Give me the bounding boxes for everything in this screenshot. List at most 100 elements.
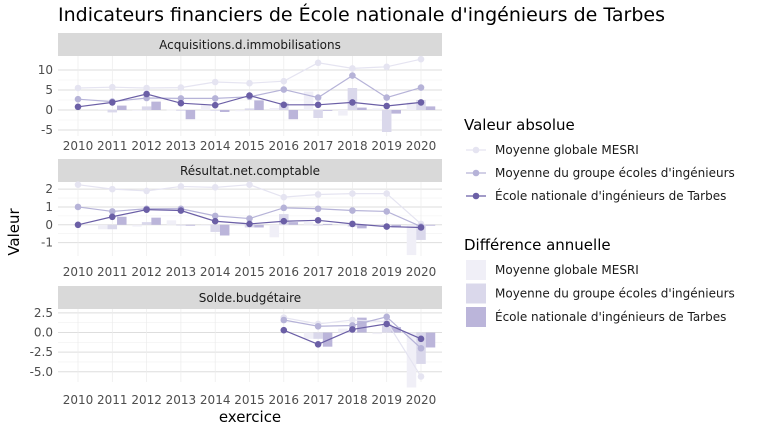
legend-bar-title: Différence annuelle xyxy=(464,236,611,254)
facet-strip xyxy=(58,33,442,56)
x-tick-label: 2016 xyxy=(269,393,300,407)
series-point-2 xyxy=(314,205,322,213)
series-point-1 xyxy=(314,59,322,67)
diff-bar-3 xyxy=(391,327,401,333)
y-tick-label: -5 xyxy=(41,123,53,137)
series-point-1 xyxy=(383,63,391,71)
series-point-3 xyxy=(246,92,253,99)
series-point-1 xyxy=(417,55,425,63)
diff-bar-1 xyxy=(132,110,142,111)
y-axis-label: Valeur xyxy=(5,207,23,255)
diff-bar-1 xyxy=(372,332,382,335)
diff-bar-3 xyxy=(391,110,401,114)
x-tick-label: 2012 xyxy=(131,393,162,407)
series-point-3 xyxy=(280,217,288,225)
x-tick-label: 2017 xyxy=(303,393,334,407)
diff-bar-1 xyxy=(338,110,348,116)
series-point-2 xyxy=(246,215,253,222)
series-point-3 xyxy=(383,320,391,328)
chart-title: Indicateurs financiers de École national… xyxy=(58,3,665,26)
facet-strip-label: Solde.budgétaire xyxy=(199,291,301,305)
series-point-2 xyxy=(314,94,322,101)
series-point-2 xyxy=(280,204,288,212)
diff-bar-1 xyxy=(200,224,211,226)
series-point-1 xyxy=(177,183,185,190)
x-tick-label: 2011 xyxy=(97,139,128,153)
diff-bar-1 xyxy=(372,224,382,226)
series-point-2 xyxy=(211,95,219,102)
series-point-3 xyxy=(109,213,116,221)
series-point-3 xyxy=(349,99,356,106)
series-point-3 xyxy=(143,206,150,213)
series-point-3 xyxy=(417,99,425,106)
legend-line-label-1: Moyenne globale MESRI xyxy=(495,143,639,157)
x-tick-label: 2020 xyxy=(406,393,437,407)
diff-bar-1 xyxy=(98,109,108,110)
legend-bar-key-2 xyxy=(466,283,486,304)
diff-bar-2 xyxy=(244,108,255,110)
diff-bar-1 xyxy=(132,224,142,227)
series-point-3 xyxy=(74,103,82,111)
series-point-1 xyxy=(314,191,322,198)
series-point-1 xyxy=(280,77,288,85)
x-tick-label: 2016 xyxy=(269,265,300,279)
legend-line-label-2: Moyenne du groupe écoles d'ingénieurs xyxy=(495,166,735,180)
diff-bar-2 xyxy=(416,224,426,240)
series-point-2 xyxy=(280,86,288,93)
panel-1: Acquisitions.d.immobilisations -5 0 5 10 2010… xyxy=(38,33,442,153)
panel-2: Résultat.net.comptable -1 0 1 2 2010 2011 2012 2… xyxy=(41,159,442,279)
x-tick-label: 2013 xyxy=(166,393,197,407)
series-point-1 xyxy=(383,190,391,197)
series-point-3 xyxy=(383,223,391,230)
x-tick-label: 2019 xyxy=(371,393,402,407)
diff-bar-2 xyxy=(176,110,186,111)
diff-bar-3 xyxy=(425,332,436,348)
series-point-3 xyxy=(211,101,219,109)
diff-bar-3 xyxy=(219,224,230,236)
series-point-3 xyxy=(177,207,185,214)
diff-bar-3 xyxy=(185,110,196,120)
series-point-3 xyxy=(211,217,219,225)
diff-bar-2 xyxy=(141,106,152,110)
series-point-2 xyxy=(211,212,219,220)
facet-strip xyxy=(58,286,442,309)
series-point-3 xyxy=(314,341,322,348)
series-point-3 xyxy=(349,220,356,228)
diff-bar-3 xyxy=(357,107,367,110)
y-tick-label: 5 xyxy=(45,83,53,97)
diff-bar-3 xyxy=(151,101,161,110)
series-point-2 xyxy=(383,208,391,215)
facet-strip-label: Acquisitions.d.immobilisations xyxy=(159,38,341,52)
y-tick-label: -2.5 xyxy=(30,345,53,359)
diff-bar-2 xyxy=(381,110,392,132)
y-tick-label: 10 xyxy=(38,63,53,77)
diff-bar-2 xyxy=(176,224,186,226)
series-point-1 xyxy=(280,193,288,201)
diff-bar-1 xyxy=(98,224,108,230)
series-point-2 xyxy=(417,344,425,352)
legend-bar-label-2: Moyenne du groupe écoles d'ingénieurs xyxy=(495,287,735,301)
diff-bar-1 xyxy=(338,223,348,225)
diff-bar-3 xyxy=(357,317,367,333)
diff-bar-3 xyxy=(219,110,230,112)
diff-bar-2 xyxy=(141,222,152,225)
diff-bar-1 xyxy=(303,91,314,110)
legend-line-label-3: École nationale d'ingénieurs de Tarbes xyxy=(495,188,726,203)
series-point-2 xyxy=(314,322,322,330)
chart-panels: Acquisitions.d.immobilisations-505102010… xyxy=(30,33,442,407)
diff-bar-3 xyxy=(288,222,299,225)
y-tick-label: 0 xyxy=(45,103,53,117)
series-point-1 xyxy=(417,373,425,380)
x-tick-label: 2014 xyxy=(200,393,231,407)
x-tick-label: 2011 xyxy=(97,265,128,279)
x-tick-label: 2015 xyxy=(234,393,265,407)
series-point-1 xyxy=(246,181,253,188)
diff-bar-2 xyxy=(313,224,323,226)
diff-bar-3 xyxy=(425,224,436,226)
series-point-2 xyxy=(74,203,82,211)
legend-bar-label-1: Moyenne globale MESRI xyxy=(495,263,639,277)
facet-strip xyxy=(58,159,442,182)
legend-bar-key-1 xyxy=(466,260,486,280)
series-point-1 xyxy=(246,79,253,87)
x-tick-label: 2018 xyxy=(337,393,368,407)
